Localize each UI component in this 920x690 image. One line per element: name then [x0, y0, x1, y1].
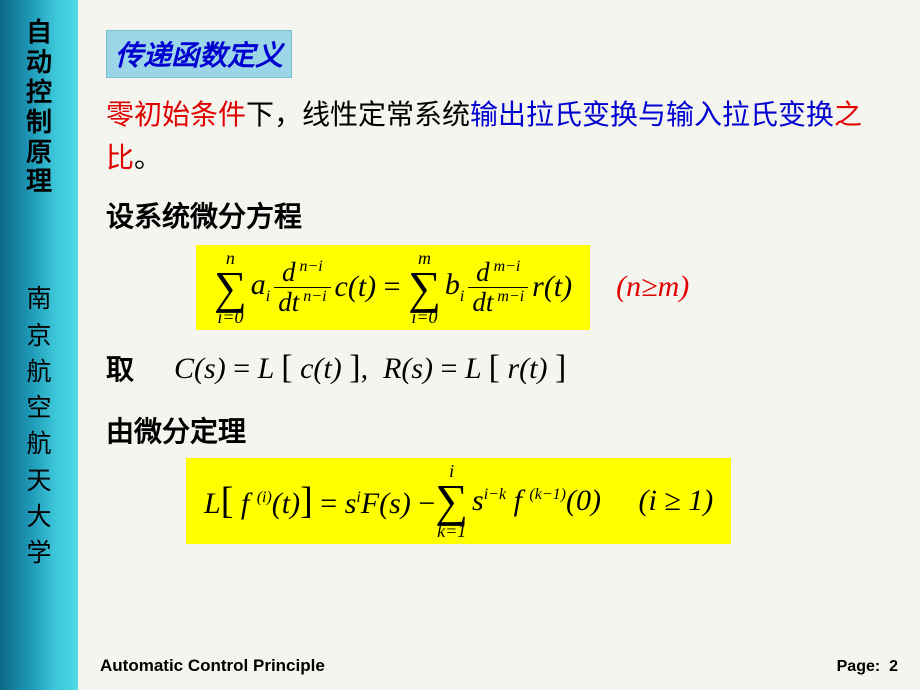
def-black-1: 下，线性定常系统	[246, 100, 470, 131]
sidebar-university: 南京航空航天大学	[0, 282, 78, 572]
equation-2: C(s) = L [ c(t) ], R(s) = L [ r(t) ]	[174, 349, 566, 387]
sidebar-title: 自动控制原理	[0, 18, 78, 197]
line-theorem: 由微分定理	[106, 410, 892, 450]
line-set: 设系统微分方程	[106, 195, 892, 235]
slide-content: 传递函数定义 零初始条件下，线性定常系统输出拉氏变换与输入拉氏变换之比。 设系统…	[78, 0, 920, 690]
definition-text: 零初始条件下，线性定常系统输出拉氏变换与输入拉氏变换之比。	[106, 94, 892, 181]
line-take: 取 C(s) = L [ c(t) ], R(s) = L [ r(t) ]	[106, 348, 892, 388]
page-number: Page: 2	[837, 658, 898, 676]
sum-right: m ∑ i=0	[408, 249, 441, 326]
sum-eq3: i ∑ k=1	[435, 462, 468, 539]
equation-3-row: L[ f (i)(t)] = siF(s) − i ∑ k=1 si−k f (…	[186, 458, 892, 543]
equation-1-row: n ∑ i=0 ai d n−i dt n−i c(t) = m ∑ i=0 b…	[196, 245, 892, 330]
frac-left: d n−i dt n−i	[274, 258, 330, 316]
equation-3: L[ f (i)(t)] = siF(s) − i ∑ k=1 si−k f (…	[186, 458, 731, 543]
section-heading: 传递函数定义	[106, 30, 292, 78]
def-black-2: 。	[134, 143, 162, 174]
equation-1-cond: (n≥m)	[616, 270, 689, 304]
sidebar: 自动控制原理 南京航空航天大学	[0, 0, 78, 690]
def-red-1: 零初始条件	[106, 100, 246, 131]
take-label: 取	[106, 348, 134, 388]
equation-3-cond: (i ≥ 1)	[638, 484, 713, 517]
sum-left: n ∑ i=0	[214, 249, 247, 326]
frac-right: d m−i dt m−i	[468, 258, 528, 316]
equation-1: n ∑ i=0 ai d n−i dt n−i c(t) = m ∑ i=0 b…	[196, 245, 590, 330]
def-blue-1: 输出拉氏变换与输入拉氏变换	[470, 100, 834, 131]
footer-text: Automatic Control Principle	[100, 656, 325, 676]
